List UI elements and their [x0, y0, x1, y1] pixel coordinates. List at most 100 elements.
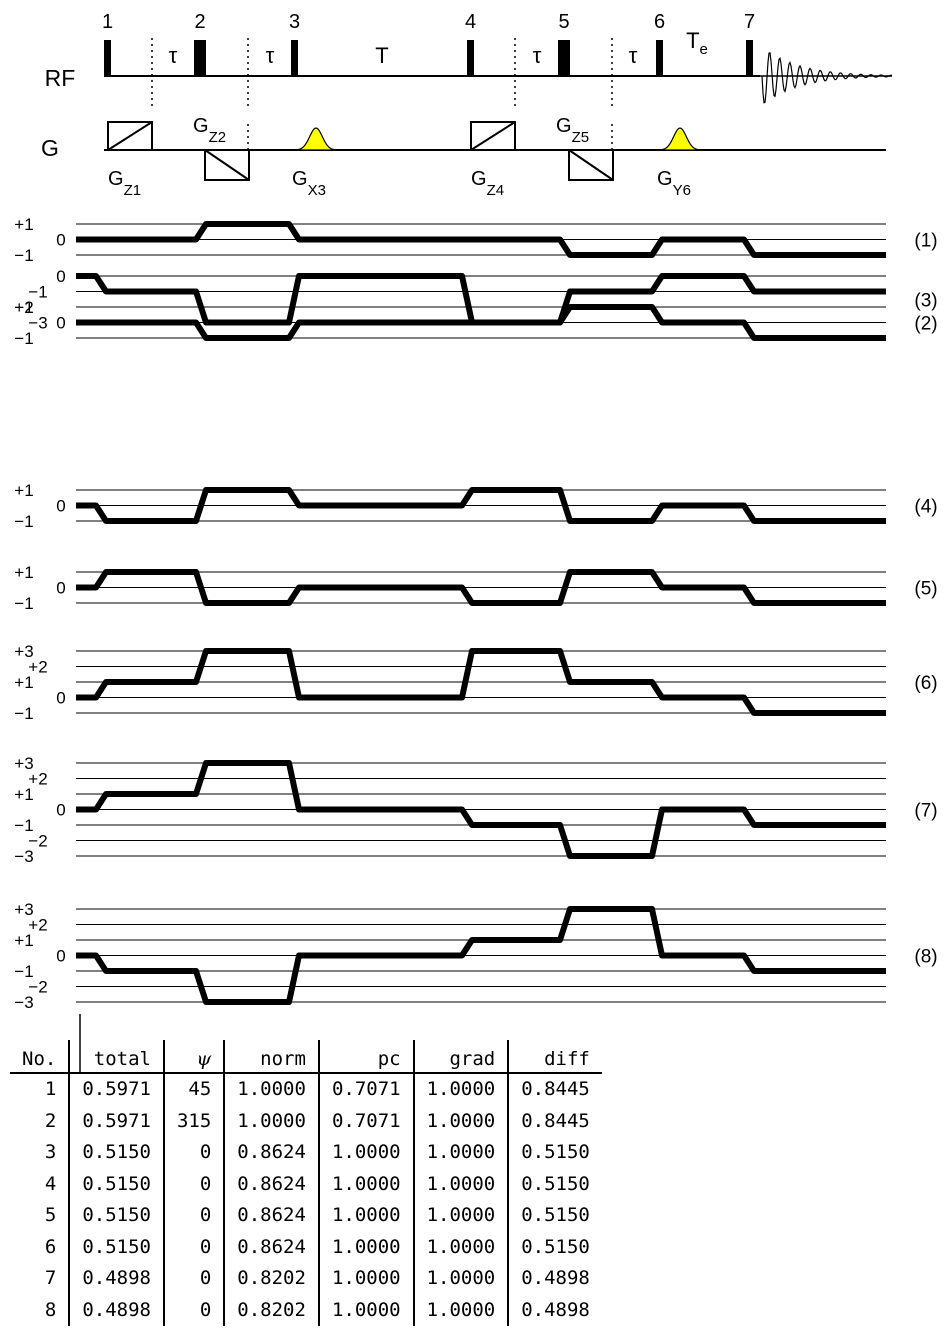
table-row: 8 0.4898 0 0.8202 1.0000 1.0000 0.4898 — [10, 1294, 602, 1326]
rf-pulse-6 — [656, 40, 663, 76]
table-cell: 0.8624 — [223, 1200, 319, 1232]
table-cell: 0.8445 — [507, 1073, 602, 1106]
table-row: 4 0.5150 0 0.8624 1.0000 1.0000 0.5150 — [10, 1168, 602, 1200]
pathway-4: +1 0 −1 (4) — [14, 481, 937, 531]
gradient-y6-shaped-pulse — [657, 127, 703, 151]
pathway-tick-label: +1 — [14, 563, 33, 582]
pathway-trace — [76, 906, 886, 1005]
table-cell: 0.8624 — [223, 1231, 319, 1263]
pathway-tick-label: −1 — [14, 512, 33, 531]
table-row: 5 0.5150 0 0.8624 1.0000 1.0000 0.5150 — [10, 1200, 602, 1232]
pathway-tick-label: +2 — [28, 916, 47, 935]
pathway-5: +1 0 −1 (5) — [14, 563, 937, 613]
table-body: 1 0.5971 45 1.0000 0.7071 1.0000 0.8445 2 0.5971… — [10, 1073, 602, 1326]
table-cell: 45 — [162, 1073, 225, 1106]
pathway-tick-label: 0 — [56, 497, 65, 516]
table-cell: 1.0000 — [412, 1263, 509, 1295]
gradient-label-3: GX3 — [292, 168, 326, 199]
pulse-number-7: 7 — [744, 11, 755, 33]
table-row: 2 0.5971 315 1.0000 0.7071 1.0000 0.8445 — [10, 1105, 602, 1137]
pathway-tick-label: −1 — [14, 816, 33, 835]
table-cell: 0.8624 — [223, 1168, 319, 1200]
table-row: 7 0.4898 0 0.8202 1.0000 1.0000 0.4898 — [10, 1263, 602, 1295]
pathway-label-8: (8) — [914, 947, 937, 968]
table-cell: 0 — [162, 1231, 225, 1263]
pulse-number-6: 6 — [654, 11, 665, 33]
rf-pulse-4 — [467, 40, 474, 76]
pathway-trace — [76, 648, 886, 716]
pulse-number-3: 3 — [289, 11, 300, 33]
pathway-tick-label: −3 — [14, 847, 33, 866]
rf-pulse-3 — [291, 40, 298, 76]
gradient-z4-ramp — [470, 121, 516, 151]
gradient-z1-ramp — [107, 121, 153, 151]
results-table: No. total ψ norm pc grad diff 1 0.5971 45 1.0000 0… — [10, 1040, 602, 1326]
pathway-label-4: (4) — [914, 497, 937, 518]
rf-label: RF — [45, 65, 76, 91]
pathway-tick-label: −1 — [28, 283, 47, 302]
pathway-trace — [76, 760, 886, 859]
pathway-label-1: (1) — [914, 231, 937, 252]
table-cell: 0.5150 — [507, 1137, 602, 1169]
rf-pulse-7 — [746, 40, 753, 76]
table-header-row: No. total ψ norm pc grad diff — [10, 1040, 602, 1074]
table-cell: 0.5150 — [507, 1231, 602, 1263]
table-cell: 0.7071 — [317, 1105, 414, 1137]
pathway-tick-label: +3 — [14, 754, 33, 773]
pathway-tick-label: 0 — [56, 267, 65, 286]
pathway-tick-label: −2 — [14, 298, 33, 317]
pathway-7: +3+2+1 0 −1−2−3 (7) — [14, 754, 937, 866]
pathway-tick-label: +1 — [14, 298, 33, 317]
pathway-tick-label: +3 — [14, 642, 33, 661]
table-cell: 0.4898 — [507, 1294, 602, 1326]
table-cell: 0.8202 — [223, 1263, 319, 1295]
table-cell: 0.4898 — [68, 1294, 164, 1326]
pathway-tick-label: −2 — [28, 978, 47, 997]
pathway-label-2: (2) — [914, 314, 937, 335]
pulse-number-1: 1 — [102, 11, 113, 33]
table-cell: 0.8624 — [223, 1137, 319, 1169]
pathway-label-5: (5) — [914, 579, 937, 600]
table-header-psi: ψ — [162, 1040, 225, 1074]
table-cell: 1.0000 — [223, 1073, 319, 1106]
pathway-tick-label: −2 — [28, 832, 47, 851]
table-cell: 0 — [162, 1200, 225, 1232]
delay-label-2: τ — [266, 43, 275, 68]
gradient-label-2: GZ2 — [193, 115, 226, 146]
table-row: 6 0.5150 0 0.8624 1.0000 1.0000 0.5150 — [10, 1231, 602, 1263]
pathway-tick-label: +1 — [14, 931, 33, 950]
table-cell: 0.5150 — [68, 1168, 164, 1200]
pathway-tick-label: −1 — [14, 246, 33, 265]
pathway-label-6: (6) — [914, 673, 937, 694]
table-header-diff: diff — [507, 1040, 602, 1074]
table-cell: 315 — [162, 1105, 225, 1137]
pathway-tick-label: −1 — [14, 962, 33, 981]
pathway-tick-label: +1 — [14, 785, 33, 804]
table-cell: 0.8202 — [223, 1294, 319, 1326]
gradient-label-5: GZ5 — [556, 115, 589, 146]
pathway-1: +1 0 −1 (1) — [14, 215, 937, 265]
gradient-z2-ramp — [204, 149, 250, 181]
table-cell: 0.5150 — [507, 1168, 602, 1200]
table-header-pc: pc — [317, 1040, 414, 1074]
table-cell: 0.8445 — [507, 1105, 602, 1137]
table-cell: 1.0000 — [317, 1137, 414, 1169]
table-cell: 1.0000 — [412, 1231, 509, 1263]
pathway-tick-label: +2 — [28, 770, 47, 789]
table-cell: 1.0000 — [317, 1263, 414, 1295]
pathway-trace — [76, 487, 886, 524]
table-row: 1 0.5971 45 1.0000 0.7071 1.0000 0.8445 — [10, 1073, 602, 1106]
pathway-tick-label: +2 — [28, 658, 47, 677]
table-cell: 0.5971 — [68, 1105, 164, 1137]
table-cell: 0 — [162, 1294, 225, 1326]
pathway-label-7: (7) — [914, 801, 937, 822]
table-cell: 1.0000 — [412, 1105, 509, 1137]
gradient-label-4: GZ4 — [471, 168, 504, 199]
gradient-label-6: GY6 — [657, 168, 691, 199]
table-cell: 2 — [44, 1109, 57, 1132]
table-cell: 3 — [44, 1141, 57, 1163]
pathway-tick-label: +1 — [14, 215, 33, 234]
pathway-tick-label: 0 — [56, 801, 65, 820]
table-cell: 6 — [44, 1235, 57, 1258]
